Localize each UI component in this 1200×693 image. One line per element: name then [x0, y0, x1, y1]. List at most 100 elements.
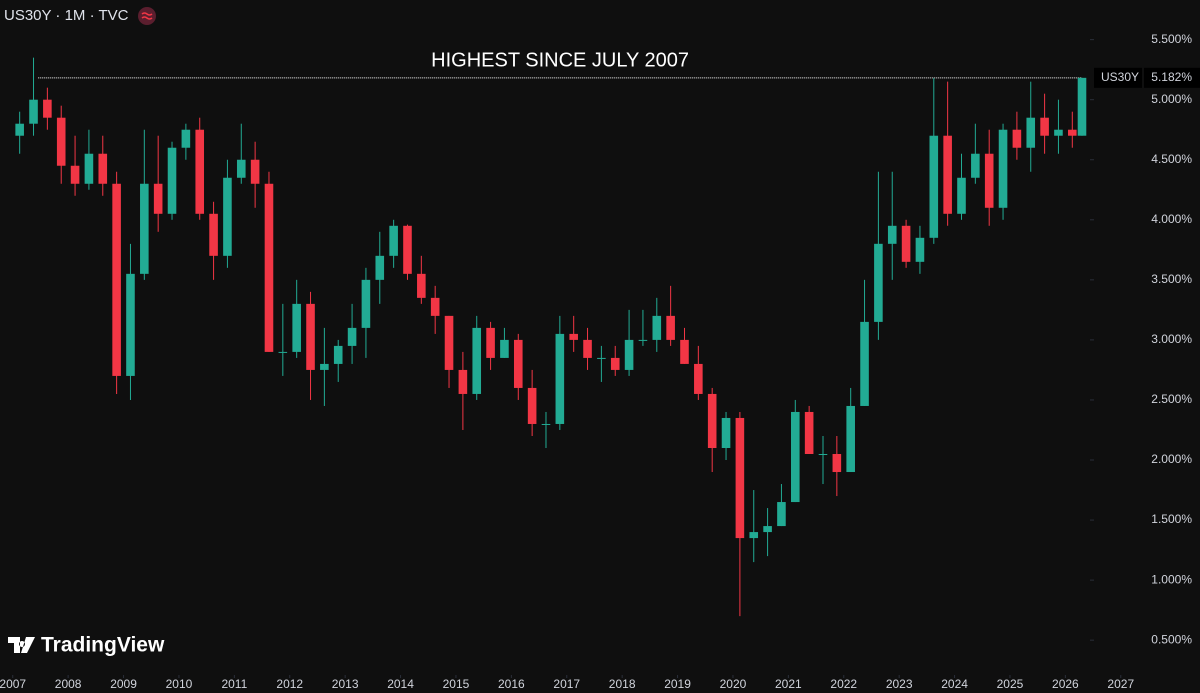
candle-body [818, 454, 828, 456]
candle-body [458, 369, 468, 394]
brand-name: TradingView [41, 634, 165, 657]
candle-body [777, 502, 786, 527]
x-tick-label: 2019 [664, 677, 691, 691]
candle-body [874, 243, 883, 322]
x-tick-label: 2008 [55, 677, 82, 691]
x-tick-label: 2022 [830, 677, 857, 691]
candle-body [292, 303, 301, 352]
candle-body [721, 417, 731, 448]
candle-body [527, 387, 537, 424]
candle-body [278, 351, 288, 353]
axes: 0.500% 1.000% 1.500% 2.000% 2.500% 3.000% 3.50… [0, 32, 1200, 691]
candle-body [804, 411, 814, 455]
candle-body [112, 183, 121, 376]
candle-body [929, 135, 939, 238]
y-tick-label: 3.500% [1151, 272, 1192, 286]
candle-body [181, 129, 191, 148]
candle-body [43, 99, 52, 118]
y-tick-label: 2.500% [1151, 392, 1192, 406]
candle-body [1012, 129, 1022, 148]
y-tick-label: 1.000% [1151, 572, 1192, 586]
candle-body [832, 454, 842, 473]
y-tick-label: 4.000% [1151, 212, 1192, 226]
x-tick-label: 2027 [1107, 677, 1134, 691]
symbol-tag-bg [1094, 67, 1142, 88]
x-tick-label: 2014 [387, 677, 414, 691]
candle-body [56, 117, 66, 166]
candle-body [915, 237, 925, 262]
candle-body [541, 423, 551, 425]
price-tag: 5.182% [1151, 70, 1192, 84]
candle-body [638, 339, 648, 341]
candle-body [347, 327, 357, 346]
x-tick-label: 2025 [997, 677, 1024, 691]
candle-body [680, 339, 689, 364]
candle-body [15, 123, 24, 136]
candle-body [98, 153, 108, 184]
price-axis [1090, 0, 1200, 675]
candle-body [306, 303, 315, 370]
candle-body [901, 225, 911, 262]
candle-body [763, 526, 772, 533]
x-tick-label: 2020 [720, 677, 747, 691]
x-tick-label: 2013 [332, 677, 359, 691]
candle-body [264, 183, 274, 352]
candle-body [887, 225, 897, 244]
candle-body [333, 345, 343, 364]
candle-body [486, 327, 495, 358]
candle-body [403, 225, 412, 274]
candle-body [569, 333, 578, 340]
x-tick-label: 2016 [498, 677, 525, 691]
y-tick-label: 0.500% [1151, 632, 1192, 646]
candle-body [513, 339, 523, 388]
annotation-text: HIGHEST SINCE JULY 2007 [431, 49, 689, 71]
x-tick-label: 2015 [443, 677, 470, 691]
candle-body [790, 411, 800, 503]
candle-body [971, 153, 980, 178]
x-tick-label: 2009 [110, 677, 137, 691]
candle-body [236, 159, 246, 178]
candle-body [694, 363, 703, 394]
x-tick-label: 2012 [276, 677, 303, 691]
candle-body [583, 339, 592, 358]
candle-body [984, 153, 994, 208]
candle-body [998, 129, 1008, 208]
candle-body [29, 99, 38, 124]
candle-body [472, 327, 482, 394]
y-tick-label: 3.000% [1151, 332, 1192, 346]
candle-body [1054, 129, 1063, 136]
candle-body [195, 129, 205, 214]
candle-body [444, 315, 454, 370]
x-tick-label: 2007 [0, 677, 26, 691]
status-icon [138, 7, 156, 25]
candle-body [1068, 129, 1077, 136]
candle-body [430, 297, 440, 316]
candle-body [1040, 117, 1049, 136]
x-tick-label: 2023 [886, 677, 913, 691]
candle-body [555, 333, 565, 424]
y-tick-label: 5.000% [1151, 92, 1192, 106]
x-tick-label: 2026 [1052, 677, 1079, 691]
candle-body [223, 177, 232, 256]
candle-body [957, 177, 966, 214]
candle-body [126, 273, 135, 376]
candle-body [943, 135, 952, 214]
symbol-title[interactable]: US30Y · 1M · TVC [4, 7, 129, 24]
candle-body [153, 183, 163, 214]
candle-body [624, 339, 634, 370]
candle-body [860, 321, 869, 406]
candle-body [209, 213, 218, 256]
brand-logo: TradingView [8, 634, 165, 657]
candle-body [735, 417, 745, 539]
candle-body [652, 315, 662, 340]
candle-body [1026, 117, 1036, 148]
candle-body [361, 279, 371, 328]
candle-body [417, 273, 426, 298]
candle-body [666, 315, 675, 340]
candle-body [167, 147, 177, 214]
symbol-tag: US30Y [1101, 70, 1139, 84]
plot-area: HIGHEST SINCE JULY 2007 [15, 49, 1087, 617]
candle-body [320, 363, 329, 370]
